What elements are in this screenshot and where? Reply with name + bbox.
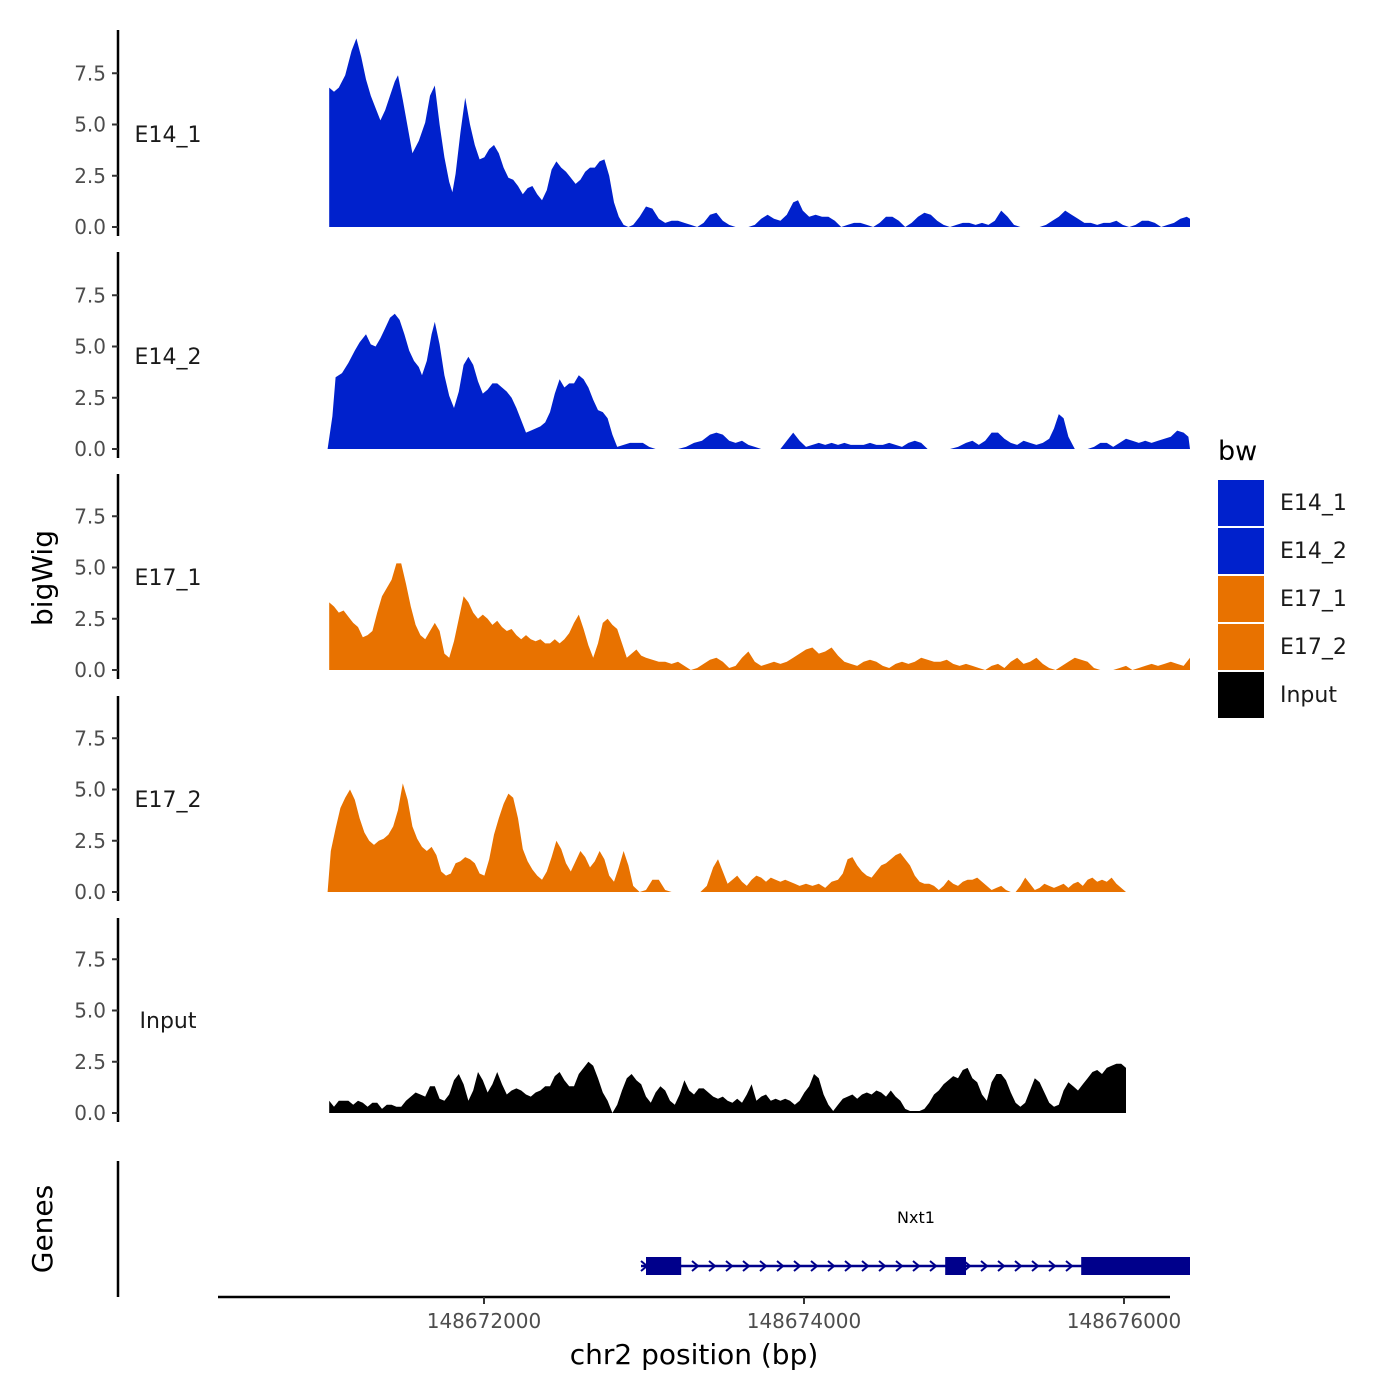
legend-title: bw xyxy=(1218,436,1257,467)
strand-arrow xyxy=(997,1260,1006,1272)
track-label: E14_1 xyxy=(135,123,202,148)
track-input: 0.0 2.5 5.0 7.5 Input xyxy=(74,918,1126,1125)
y-tick-label: 2.5 xyxy=(74,829,106,853)
x-axis: 148672000 148674000 148676000 xyxy=(218,1295,1182,1333)
gene-nxt1: Nxt1 xyxy=(640,1208,1190,1275)
strand-arrow xyxy=(895,1260,904,1272)
y-tick-label: 7.5 xyxy=(74,504,106,528)
strand-arrow xyxy=(742,1260,751,1272)
gene-exon xyxy=(945,1257,966,1275)
coverage-tracks: 0.0 2.5 5.0 7.5 E14_1 0.0 2.5 5.0 7.5 E14_2 0.0 2.5… xyxy=(74,30,1191,1125)
y-tick-label: 5.0 xyxy=(74,335,106,359)
legend-swatch xyxy=(1218,672,1264,718)
coverage-area-input xyxy=(329,1061,1126,1113)
y-tick-label: 5.0 xyxy=(74,556,106,580)
strand-arrow xyxy=(912,1260,921,1272)
strand-arrow xyxy=(1065,1260,1074,1272)
track-e14-2: 0.0 2.5 5.0 7.5 E14_2 xyxy=(74,252,1191,461)
strand-arrow xyxy=(929,1260,938,1272)
legend-label: E14_2 xyxy=(1280,539,1347,564)
y-tick-label: 0.0 xyxy=(74,880,106,904)
strand-arrow xyxy=(1048,1260,1057,1272)
strand-arrow xyxy=(759,1260,768,1272)
strand-arrow xyxy=(793,1260,802,1272)
track-label: E14_2 xyxy=(135,345,202,370)
legend-swatch xyxy=(1218,576,1264,622)
strand-arrow xyxy=(861,1260,870,1272)
legend-label: E17_2 xyxy=(1280,635,1347,660)
strand-arrow xyxy=(878,1260,887,1272)
gene-exon xyxy=(646,1257,682,1275)
coverage-area-e17-1 xyxy=(329,563,1190,670)
track-label: Input xyxy=(140,1009,197,1034)
x-tick-label: 148676000 xyxy=(1067,1309,1182,1333)
legend-swatch xyxy=(1218,528,1264,574)
y-tick-label: 5.0 xyxy=(74,999,106,1023)
strand-arrow xyxy=(1031,1260,1040,1272)
y-tick-label: 5.0 xyxy=(74,113,106,137)
coverage-area-e17-2 xyxy=(327,783,1127,892)
y-tick-label: 2.5 xyxy=(74,1050,106,1074)
gene-track: Nxt1 xyxy=(116,1161,1190,1297)
gene-track-title: Genes xyxy=(26,1185,59,1273)
y-tick-label: 2.5 xyxy=(74,386,106,410)
coverage-area-e14-2 xyxy=(327,313,1191,449)
strand-arrow xyxy=(810,1260,819,1272)
y-tick-label: 0.0 xyxy=(74,658,106,682)
strand-arrow xyxy=(776,1260,785,1272)
legend-swatch xyxy=(1218,624,1264,670)
gene-exon xyxy=(1081,1257,1190,1275)
track-e14-1: 0.0 2.5 5.0 7.5 E14_1 xyxy=(74,30,1190,239)
strand-arrow xyxy=(844,1260,853,1272)
track-label: E17_1 xyxy=(135,566,202,591)
x-axis-title: chr2 position (bp) xyxy=(570,1338,819,1371)
legend-label: E17_1 xyxy=(1280,587,1347,612)
y-tick-label: 7.5 xyxy=(74,283,106,307)
y-tick-label: 7.5 xyxy=(74,61,106,85)
y-tick-label: 0.0 xyxy=(74,437,106,461)
y-tick-label: 5.0 xyxy=(74,778,106,802)
y-axis-title: bigWig xyxy=(26,530,59,626)
strand-arrow xyxy=(827,1260,836,1272)
track-e17-2: 0.0 2.5 5.0 7.5 E17_2 xyxy=(74,696,1127,904)
y-tick-label: 0.0 xyxy=(74,1101,106,1125)
strand-arrow xyxy=(980,1260,989,1272)
y-tick-label: 0.0 xyxy=(74,215,106,239)
strand-arrow xyxy=(1014,1260,1023,1272)
track-label: E17_2 xyxy=(135,788,202,813)
strand-arrow xyxy=(691,1260,700,1272)
gene-label: Nxt1 xyxy=(897,1208,935,1227)
strand-arrow xyxy=(725,1260,734,1272)
y-tick-label: 7.5 xyxy=(74,947,106,971)
legend-swatch xyxy=(1218,480,1264,526)
coverage-area-e14-1 xyxy=(329,38,1190,228)
y-tick-label: 2.5 xyxy=(74,607,106,631)
x-tick-label: 148674000 xyxy=(747,1309,862,1333)
y-tick-label: 7.5 xyxy=(74,726,106,750)
y-tick-label: 2.5 xyxy=(74,164,106,188)
legend-label: E14_1 xyxy=(1280,491,1347,516)
track-e17-1: 0.0 2.5 5.0 7.5 E17_1 xyxy=(74,474,1190,682)
legend: bw E14_1 E14_2 E17_1 E17_2 Input xyxy=(1218,436,1347,718)
x-tick-label: 148672000 xyxy=(427,1309,542,1333)
legend-label: Input xyxy=(1280,683,1337,708)
strand-arrow xyxy=(708,1260,717,1272)
